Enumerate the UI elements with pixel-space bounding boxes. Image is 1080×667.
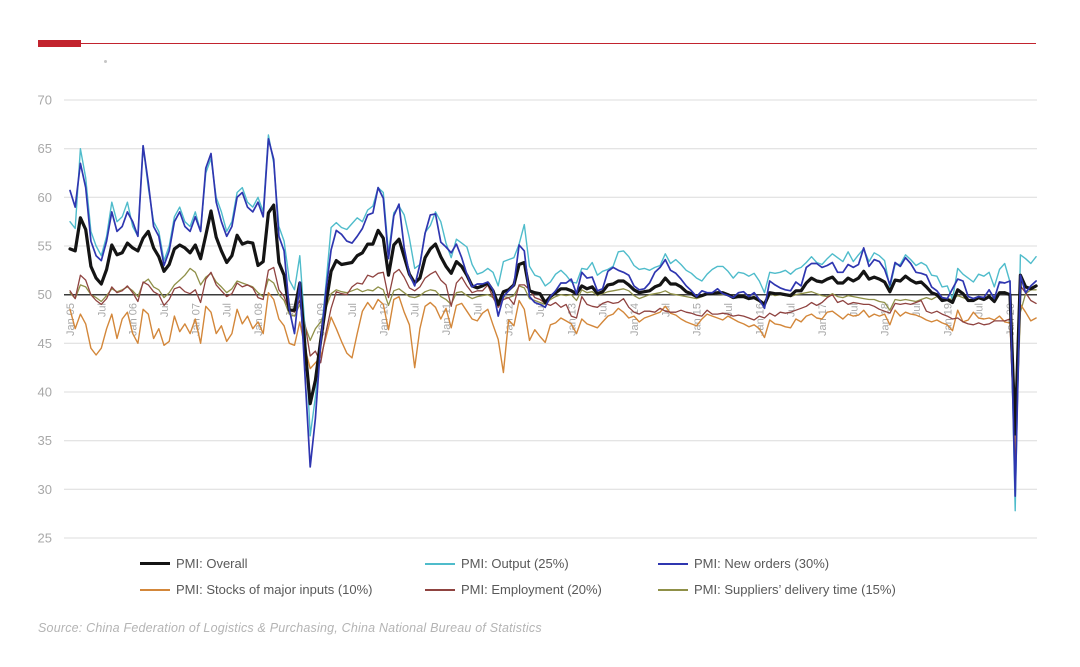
x-axis-label-11: Jul bbox=[410, 303, 422, 317]
legend-label-stocks: PMI: Stocks of major inputs (10%) bbox=[176, 582, 373, 597]
series-line-output bbox=[69, 134, 1037, 512]
x-axis-label-3: Jul bbox=[159, 303, 171, 317]
x-axis-label-28: Jan 19 bbox=[942, 303, 954, 336]
x-axis-label-26: Jan 18 bbox=[880, 303, 892, 336]
x-axis-label-27: Jul bbox=[911, 303, 923, 317]
legend-label-output: PMI: Output (25%) bbox=[461, 556, 569, 571]
x-axis-label-23: Jul bbox=[786, 303, 798, 317]
x-axis-label-25: Jul bbox=[848, 303, 860, 317]
y-axis-label-25: 25 bbox=[38, 531, 52, 546]
legend-swatch-employment bbox=[425, 588, 455, 591]
x-axis-label-29: Jul bbox=[974, 303, 986, 317]
legend-item-suppliers: PMI: Suppliers’ delivery time (15%) bbox=[658, 582, 896, 597]
series-line-suppliers bbox=[69, 267, 1037, 470]
legend-swatch-output bbox=[425, 562, 455, 565]
legend-label-new-orders: PMI: New orders (30%) bbox=[694, 556, 830, 571]
source-note: Source: China Federation of Logistics & … bbox=[38, 621, 542, 635]
x-axis-label-14: Jan 12 bbox=[504, 303, 516, 336]
x-axis-label-10: Jan 10 bbox=[378, 303, 390, 336]
legend-swatch-stocks bbox=[140, 588, 170, 591]
y-axis-label-60: 60 bbox=[38, 190, 52, 205]
x-axis-label-18: Jan 14 bbox=[629, 303, 641, 336]
legend-item-overall: PMI: Overall bbox=[140, 556, 425, 571]
y-axis-label-45: 45 bbox=[38, 336, 52, 351]
series-line-employment bbox=[69, 266, 1037, 473]
x-axis-label-4: Jan 07 bbox=[190, 303, 202, 336]
series-line-stocks bbox=[69, 292, 1037, 453]
x-axis-label-6: Jan 08 bbox=[253, 303, 265, 336]
y-axis-label-30: 30 bbox=[38, 482, 52, 497]
x-axis-label-5: Jul bbox=[222, 303, 234, 317]
x-axis-label-1: Jul bbox=[96, 303, 108, 317]
legend-item-output: PMI: Output (25%) bbox=[425, 556, 658, 571]
legend-swatch-suppliers bbox=[658, 588, 688, 591]
legend-label-employment: PMI: Employment (20%) bbox=[461, 582, 602, 597]
legend-item-new-orders: PMI: New orders (30%) bbox=[658, 556, 896, 571]
legend-swatch-overall bbox=[140, 561, 170, 566]
legend-label-suppliers: PMI: Suppliers’ delivery time (15%) bbox=[694, 582, 896, 597]
series-line-new_orders bbox=[69, 138, 1037, 497]
y-axis-label-65: 65 bbox=[38, 141, 52, 156]
x-axis-label-12: Jan 11 bbox=[441, 303, 453, 335]
x-axis-label-0: Jan 05 bbox=[65, 303, 77, 336]
header-accent-line bbox=[81, 43, 1036, 45]
y-axis-label-55: 55 bbox=[38, 239, 52, 254]
x-axis-label-24: Jan 17 bbox=[817, 303, 829, 336]
x-axis-label-17: Jul bbox=[598, 303, 610, 317]
y-axis-label-40: 40 bbox=[38, 385, 52, 400]
stray-dot bbox=[104, 60, 107, 63]
legend-item-employment: PMI: Employment (20%) bbox=[425, 582, 658, 597]
y-axis-label-70: 70 bbox=[38, 93, 52, 108]
legend-item-stocks: PMI: Stocks of major inputs (10%) bbox=[140, 582, 425, 597]
y-axis-label-35: 35 bbox=[38, 433, 52, 448]
x-axis-label-9: Jul bbox=[347, 303, 359, 317]
chart-legend: PMI: Overall PMI: Output (25%) PMI: New … bbox=[140, 556, 896, 597]
x-axis-label-13: Jul bbox=[472, 303, 484, 317]
x-axis-label-19: Jul bbox=[660, 303, 672, 317]
header-accent-bar bbox=[38, 40, 81, 47]
x-axis-label-20: Jan 15 bbox=[692, 303, 704, 336]
legend-label-overall: PMI: Overall bbox=[176, 556, 248, 571]
legend-swatch-new-orders bbox=[658, 562, 688, 565]
y-axis-label-50: 50 bbox=[38, 287, 52, 302]
